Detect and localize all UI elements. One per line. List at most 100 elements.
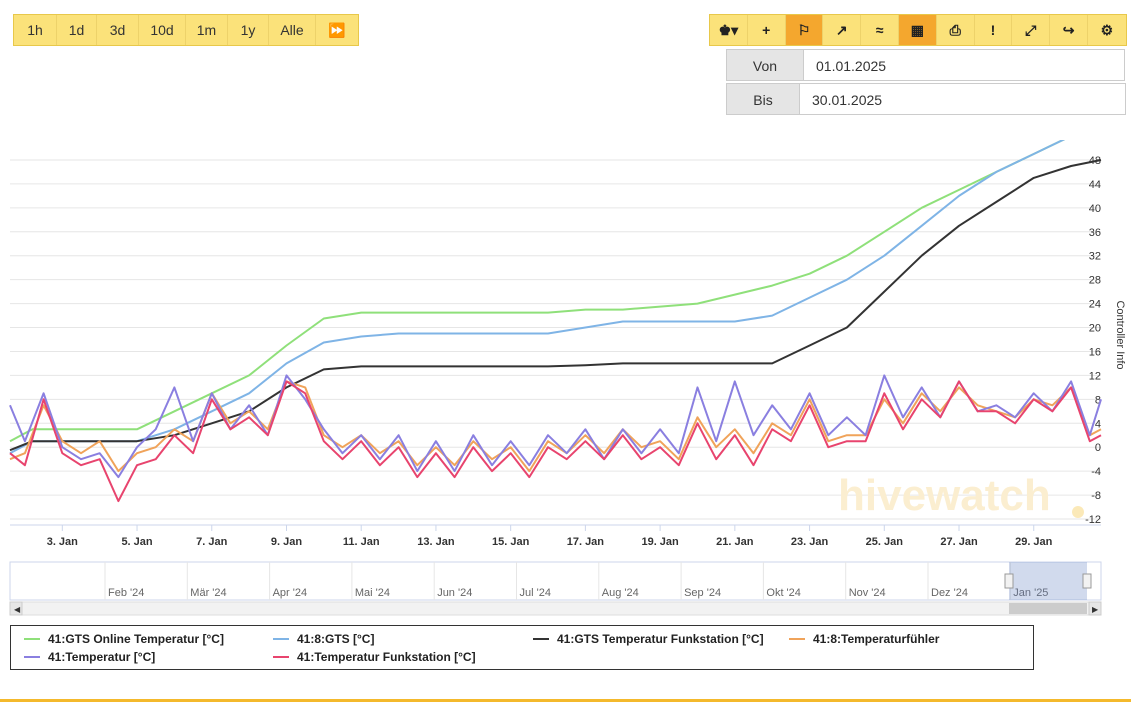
series-line-1 — [9, 140, 1066, 455]
y-tick-label: 44 — [1089, 179, 1101, 191]
series-line-5 — [9, 380, 1102, 503]
x-tick-label: 19. Jan — [641, 536, 679, 548]
alert-icon[interactable]: ! — [975, 15, 1013, 45]
date-from-label: Von — [726, 49, 804, 81]
flag-icon[interactable]: ⚐ — [785, 15, 824, 45]
legend-swatch — [24, 638, 40, 640]
range-button-1m[interactable]: 1m — [186, 15, 228, 45]
navigator-label: Jul '24 — [520, 587, 551, 599]
fast-forward-icon[interactable]: ⏩ — [328, 22, 346, 38]
x-tick-label: 25. Jan — [866, 536, 904, 548]
y-tick-label: -4 — [1091, 466, 1101, 478]
legend-label: 41:8:GTS [°C] — [297, 632, 375, 646]
scrollbar-left-arrow — [9, 601, 23, 616]
y-tick-label: 12 — [1089, 370, 1101, 382]
legend-label: 41:Temperatur [°C] — [48, 650, 156, 664]
range-button-1y[interactable]: 1y — [228, 15, 269, 45]
x-tick-label: 29. Jan — [1015, 536, 1053, 548]
x-tick-label: 5. Jan — [121, 536, 152, 548]
navigator-label: Mai '24 — [355, 587, 390, 599]
legend-item[interactable]: 41:8:GTS [°C] — [273, 632, 374, 646]
legend-label: 41:GTS Online Temperatur [°C] — [48, 632, 224, 646]
legend-label: 41:8:Temperaturfühler — [813, 632, 940, 646]
legend-item[interactable]: 41:GTS Online Temperatur [°C] — [24, 632, 224, 646]
date-to-label: Bis — [726, 83, 800, 115]
watermark-logo: hivewatch — [838, 471, 1051, 520]
line-chart-icon[interactable]: ↗ — [823, 15, 862, 45]
y-tick-label: -8 — [1091, 490, 1101, 502]
range-button-alle[interactable]: Alle — [269, 15, 316, 45]
gear-icon[interactable]: ⚙ — [1100, 21, 1114, 38]
navigator-label: Jan '25 — [1013, 587, 1048, 599]
scrollbar-right-arrow — [1088, 601, 1102, 616]
date-to-input[interactable]: 30.01.2025 — [800, 83, 1126, 115]
legend-swatch — [533, 638, 549, 640]
share-icon[interactable]: ↪ — [1050, 15, 1088, 45]
x-tick-label: 13. Jan — [417, 536, 455, 548]
series-line-3 — [9, 380, 1102, 473]
scroll-left-icon: ◀ — [14, 605, 21, 614]
legend-swatch — [24, 656, 40, 658]
range-button-3d[interactable]: 3d — [97, 15, 139, 45]
x-tick-label: 9. Jan — [271, 536, 302, 548]
y-tick-label: -12 — [1085, 514, 1101, 526]
legend-label: 41:Temperatur Funkstation [°C] — [297, 650, 476, 664]
range-selector: 1h 1d 3d 10d 1m 1y Alle ⏩ — [13, 14, 359, 46]
right-axis-label: Controller Info — [1114, 300, 1126, 369]
legend-swatch — [273, 656, 289, 658]
scrollbar-track — [9, 601, 1102, 616]
y-tick-label: 40 — [1089, 203, 1101, 215]
x-tick-label: 27. Jan — [940, 536, 978, 548]
range-button-1d[interactable]: 1d — [57, 15, 97, 45]
x-tick-label: 3. Jan — [47, 536, 78, 548]
navigator-label: Nov '24 — [849, 587, 886, 599]
navigator-label: Mär '24 — [190, 587, 226, 599]
watermark-dot — [1072, 506, 1084, 518]
date-from-input[interactable]: 01.01.2025 — [804, 49, 1125, 81]
legend-item[interactable]: 41:GTS Temperatur Funkstation [°C] — [533, 632, 764, 646]
range-button-10d[interactable]: 10d — [139, 15, 186, 45]
navigator-label: Sep '24 — [684, 587, 721, 599]
legend-item[interactable]: 41:Temperatur Funkstation [°C] — [273, 650, 476, 664]
series-line-4 — [9, 374, 1102, 479]
legend-swatch — [789, 638, 805, 640]
navigator-label: Aug '24 — [602, 587, 639, 599]
navigator-label: Okt '24 — [766, 587, 801, 599]
y-tick-label: 0 — [1095, 442, 1101, 454]
series-line-2 — [9, 159, 1102, 452]
series-line-0 — [9, 140, 1066, 443]
date-to-row: Bis 30.01.2025 — [726, 83, 1126, 115]
bee-menu-icon[interactable]: ♚▾ — [710, 15, 748, 45]
y-tick-label: 32 — [1089, 251, 1101, 263]
legend-item[interactable]: 41:Temperatur [°C] — [24, 650, 155, 664]
chart-legend: 41:GTS Online Temperatur [°C] 41:8:GTS [°… — [10, 625, 1034, 670]
navigator-label: Apr '24 — [273, 587, 308, 599]
navigator-label: Dez '24 — [931, 587, 968, 599]
range-button-1h[interactable]: 1h — [14, 15, 57, 45]
legend-item[interactable]: 41:8:Temperaturfühler — [789, 632, 939, 646]
x-tick-label: 15. Jan — [492, 536, 530, 548]
y-tick-label: 28 — [1089, 275, 1101, 287]
navigator-handle-left — [1004, 573, 1014, 589]
x-tick-label: 11. Jan — [343, 536, 380, 548]
x-tick-label: 17. Jan — [567, 536, 605, 548]
x-tick-label: 21. Jan — [716, 536, 754, 548]
y-tick-label: 36 — [1089, 227, 1101, 239]
navigator-label: Jun '24 — [437, 587, 472, 599]
navigator-label: Feb '24 — [108, 587, 144, 599]
legend-label: 41:GTS Temperatur Funkstation [°C] — [557, 632, 764, 646]
navigator — [9, 561, 1102, 601]
print-icon[interactable]: ⎙ — [937, 15, 975, 45]
fullscreen-icon[interactable]: ⤢ — [1012, 15, 1051, 45]
x-tick-label: 23. Jan — [791, 536, 829, 548]
x-tick-label: 7. Jan — [196, 536, 227, 548]
multi-line-icon[interactable]: ≈ — [861, 15, 899, 45]
footer-accent-line — [0, 699, 1131, 702]
y-tick-label: 16 — [1089, 346, 1101, 358]
plus-icon[interactable]: + — [748, 15, 786, 45]
calendar-icon[interactable]: ▦ — [898, 15, 937, 45]
y-tick-label: 20 — [1089, 323, 1101, 335]
navigator-selection — [1009, 562, 1087, 600]
y-tick-label: 4 — [1095, 418, 1101, 430]
scrollbar-thumb — [1009, 603, 1087, 614]
